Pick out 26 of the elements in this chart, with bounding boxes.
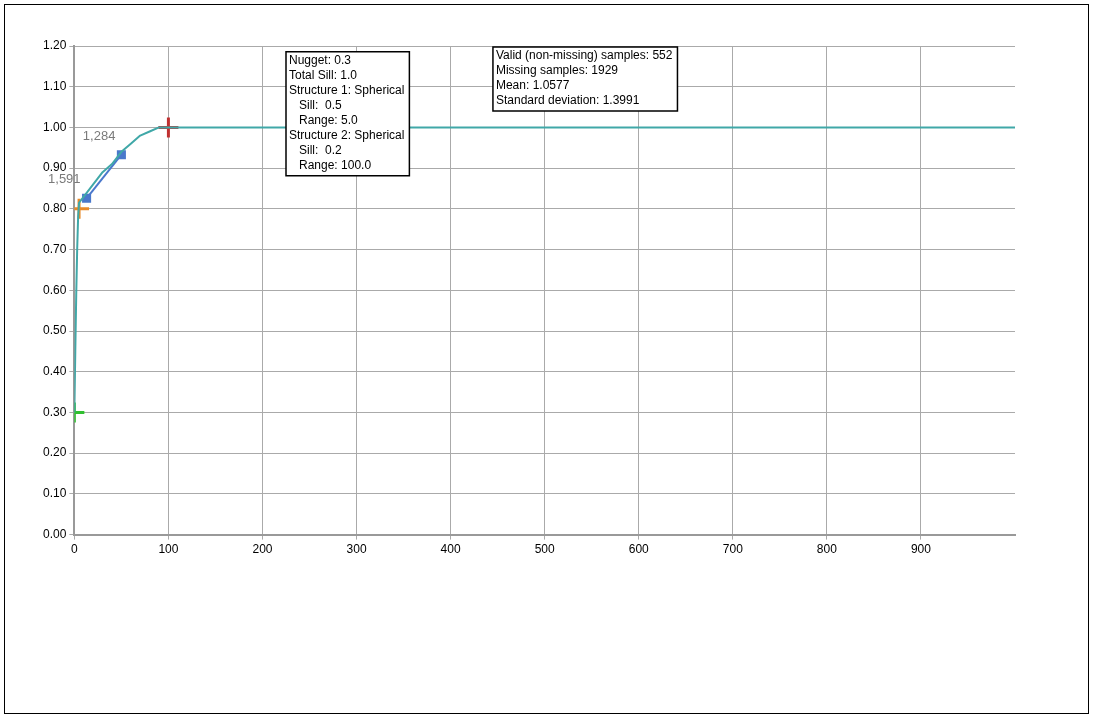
y-tick-label: 0.00 xyxy=(43,526,67,541)
y-tick-label: 0.70 xyxy=(43,241,67,256)
x-tick-label: 200 xyxy=(252,542,273,557)
y-tick-label: 0.90 xyxy=(43,160,67,175)
x-tick-label: 300 xyxy=(346,542,367,557)
y-tick-label: 0.50 xyxy=(43,323,67,338)
x-tick-label: 100 xyxy=(158,542,179,557)
y-tick-label: 0.30 xyxy=(43,404,67,419)
annotation: 1,284 xyxy=(82,127,116,143)
y-tick-label: 0.20 xyxy=(43,445,67,460)
x-tick-label: 700 xyxy=(722,542,744,557)
x-tick-label: 600 xyxy=(628,542,650,557)
x-tick-label: 500 xyxy=(534,542,556,557)
y-tick-label: 1.20 xyxy=(43,38,67,53)
y-tick-label: 0.10 xyxy=(43,486,67,501)
y-tick-label: 1.10 xyxy=(43,79,67,94)
x-tick-label: 0 xyxy=(71,542,79,557)
y-tick-label: 0.80 xyxy=(43,201,67,216)
x-tick-label: 400 xyxy=(440,542,461,557)
y-tick-label: 0.60 xyxy=(43,282,67,297)
y-tick-label: 1.00 xyxy=(43,119,67,134)
x-tick-label: 800 xyxy=(816,542,838,557)
annotation: Valid (non-missing) samples: 552 Missing samples: 1929 Mean: 1.0577 Standard deviation: 1.3991 xyxy=(495,48,673,108)
y-tick-label: 0.40 xyxy=(43,364,67,379)
annotation: Nugget: 0.3 Total Sill: 1.0 Structure 1: Spherical Sill: 0.5 Range: 5.0 Structure 2: Spherical Sill: 0.2 Range: 100.0 xyxy=(289,53,405,173)
x-tick-label: 900 xyxy=(910,542,932,557)
